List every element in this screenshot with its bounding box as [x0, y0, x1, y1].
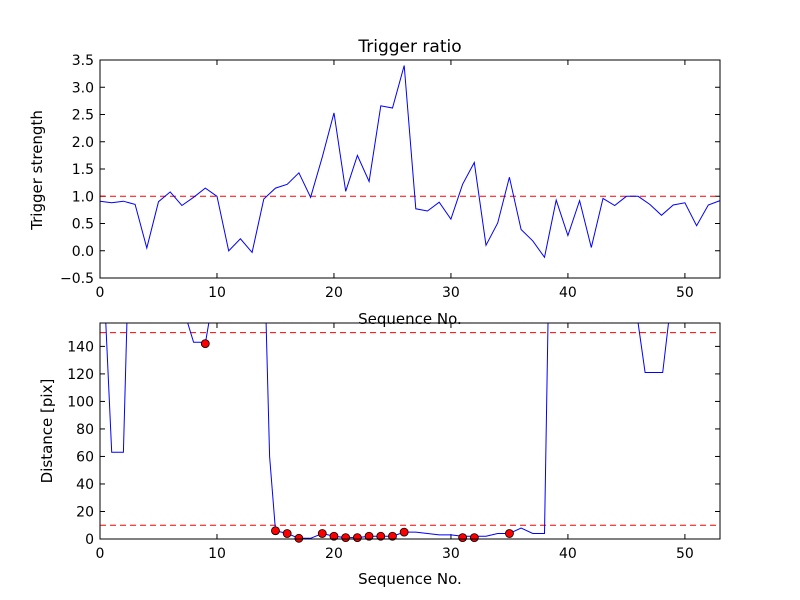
- data-point-marker: [505, 529, 514, 538]
- x-axis-label: Sequence No.: [358, 310, 462, 328]
- x-tick-label: 50: [676, 285, 694, 301]
- x-tick-label: 30: [442, 546, 460, 562]
- y-tick-label: 1.5: [72, 162, 94, 178]
- data-point-marker: [364, 531, 374, 541]
- y-tick-label: 40: [76, 477, 94, 493]
- data-point-marker: [294, 533, 304, 543]
- y-axis-label: Trigger strength: [28, 110, 46, 231]
- y-tick-label: 0.5: [72, 217, 94, 233]
- series-line: [100, 322, 720, 539]
- plot-frame: [99, 59, 721, 279]
- data-point-marker: [469, 533, 479, 543]
- y-tick-label: 0: [85, 532, 94, 548]
- y-tick-label: 120: [67, 367, 94, 383]
- data-point-marker: [271, 526, 280, 536]
- y-tick-label: 80: [76, 422, 94, 438]
- x-tick-label: 0: [96, 546, 105, 562]
- distance-plot: Distance [pix] Sequence No. 0 10 20 30 40 50 0…: [38, 322, 721, 588]
- data-point-marker: [458, 533, 468, 543]
- y-tick-label: 2.0: [72, 135, 94, 151]
- data-point-marker: [388, 531, 397, 541]
- y-axis-label: Distance [pix]: [38, 379, 56, 484]
- data-point-marker: [200, 339, 210, 349]
- chart-title: Trigger ratio: [357, 37, 461, 57]
- y-tick-label: 100: [67, 394, 94, 410]
- data-point-marker: [399, 527, 409, 537]
- y-tick-label: 2.5: [72, 108, 94, 124]
- data-point-marker: [317, 529, 327, 538]
- x-tick-label: 10: [208, 546, 226, 562]
- data-point-marker: [329, 531, 339, 541]
- x-tick-label: 30: [442, 285, 460, 301]
- data-point-marker: [376, 531, 386, 541]
- y-tick-label: 20: [76, 504, 94, 520]
- x-axis-label: Sequence No.: [358, 570, 462, 588]
- data-point-marker: [341, 533, 351, 543]
- y-tick-label: 3.0: [72, 80, 94, 96]
- x-tick-label: 10: [208, 285, 226, 301]
- series-line: [99, 65, 721, 259]
- y-tick-label: 1.0: [72, 189, 94, 205]
- x-tick-label: 20: [325, 546, 343, 562]
- x-tick-label: 20: [325, 285, 343, 301]
- plot-frame: [99, 322, 721, 540]
- data-point-marker: [282, 529, 292, 538]
- trigger-ratio-plot: Trigger ratio Trigger strength Sequence …: [28, 37, 721, 328]
- y-tick-label: −0.5: [60, 271, 94, 287]
- y-tick-label: 60: [76, 449, 94, 465]
- x-tick-label: 40: [559, 285, 577, 301]
- x-tick-label: 0: [96, 285, 105, 301]
- x-tick-label: 40: [559, 546, 577, 562]
- x-tick-label: 50: [676, 546, 694, 562]
- data-point-marker: [352, 533, 362, 543]
- y-tick-label: 3.5: [72, 53, 94, 69]
- y-tick-label: 0.0: [72, 244, 94, 260]
- y-tick-label: 140: [67, 339, 94, 355]
